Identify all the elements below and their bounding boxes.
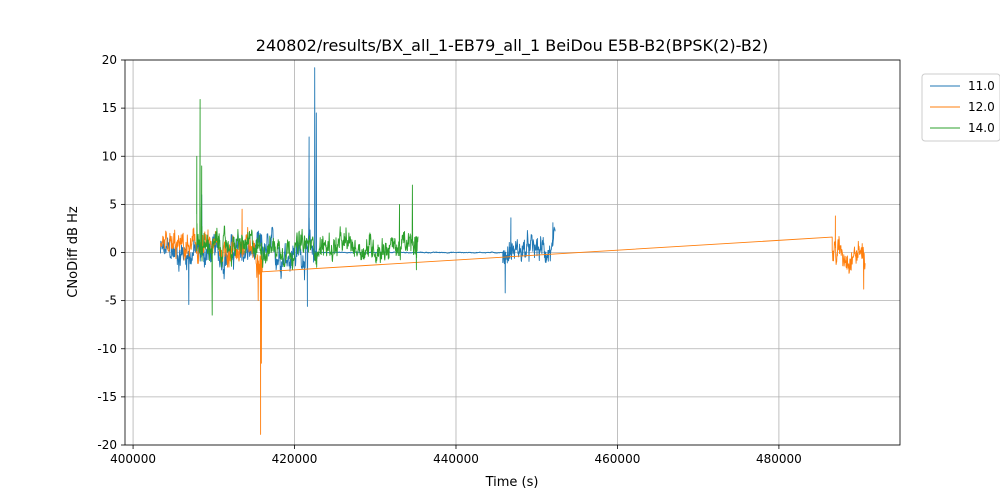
x-tick-label: 420000 [272, 452, 318, 466]
y-tick-label: 5 [109, 197, 117, 211]
y-tick-label: -15 [97, 390, 117, 404]
chart-title: 240802/results/BX_all_1-EB79_all_1 BeiDo… [256, 36, 768, 56]
legend-label: 11.0 [968, 79, 995, 93]
x-axis-label: Time (s) [485, 475, 539, 490]
y-tick-label: 20 [102, 53, 117, 67]
y-tick-label: 15 [102, 101, 117, 115]
y-tick-label: 0 [109, 246, 117, 260]
y-axis-label: CNoDiff dB Hz [66, 206, 81, 298]
legend-label: 12.0 [968, 100, 995, 114]
y-tick-label: -20 [97, 438, 117, 452]
x-tick-label: 440000 [433, 452, 479, 466]
series-line-12.0 [160, 208, 866, 435]
legend-label: 14.0 [968, 121, 995, 135]
y-tick-label: -10 [97, 342, 117, 356]
x-tick-label: 480000 [756, 452, 802, 466]
x-tick-label: 400000 [110, 452, 156, 466]
series-line-14.0 [196, 99, 419, 316]
y-tick-label: -5 [105, 294, 117, 308]
x-tick-label: 460000 [595, 452, 641, 466]
legend-box [921, 73, 1000, 142]
y-tick-label: 10 [102, 149, 117, 163]
plot-area [160, 67, 866, 435]
series-layer [160, 67, 866, 435]
legend: 11.0 12.0 14.0 [921, 73, 1000, 142]
ticks: 400000 420000 440000 460000 480000 -20 -15 -10 -… [97, 53, 801, 466]
